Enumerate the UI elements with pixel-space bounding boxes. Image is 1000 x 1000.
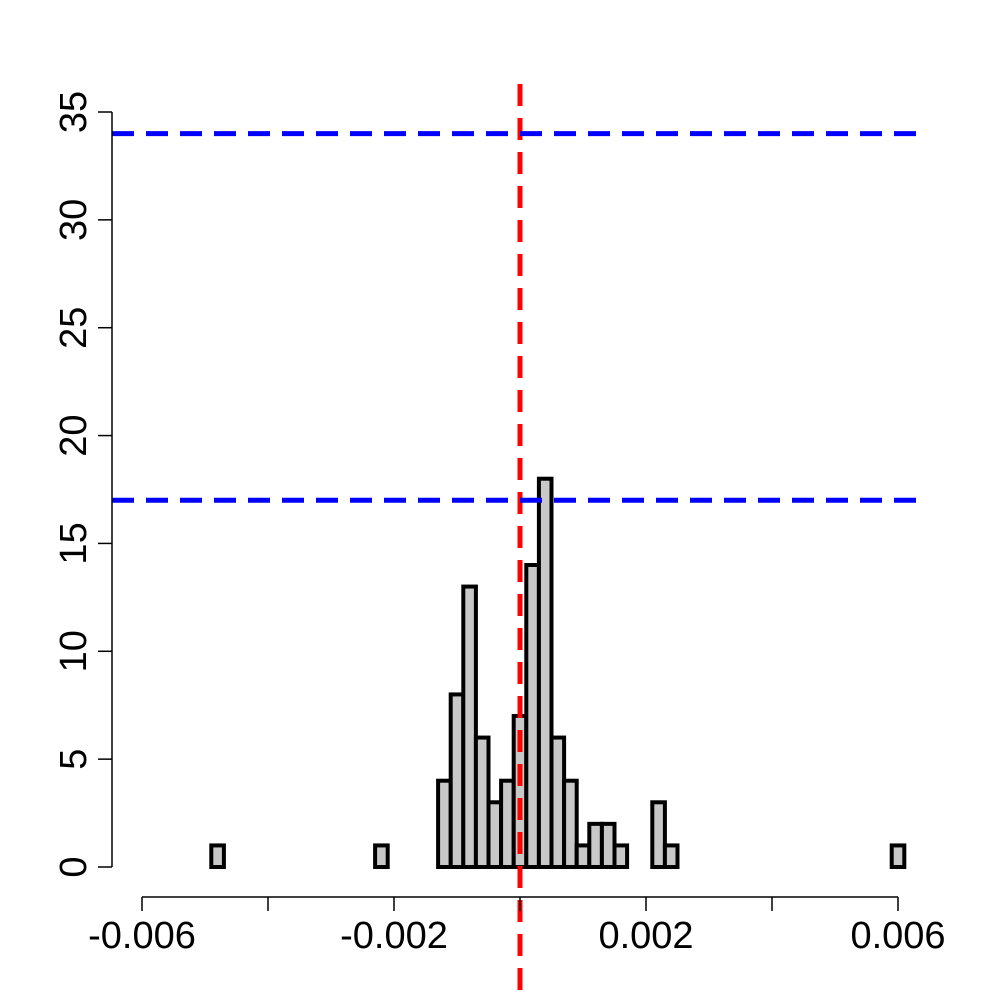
x-tick-label: 0.002 [598,915,693,957]
histogram-bar [461,584,478,869]
y-tick-label: 35 [53,91,95,133]
histogram-bar [562,778,579,870]
y-tick-label: 30 [53,199,95,241]
histogram-bars [209,476,907,870]
y-tick-label: 25 [53,307,95,349]
y-tick-label: 10 [53,630,95,672]
histogram-bar [209,843,226,870]
y-tick-label: 0 [53,856,95,877]
x-tick-label: 0.006 [850,915,945,957]
reference-lines [112,84,928,1000]
histogram-bar [650,800,667,869]
x-tick-label: -0.006 [88,915,196,957]
y-axis: 0 5 10 15 20 25 30 35 [53,91,113,878]
y-tick-label: 5 [53,749,95,770]
histogram-bar [536,476,554,869]
y-tick-label: 20 [53,414,95,456]
histogram-bar [662,843,680,870]
histogram-bar [373,843,390,870]
x-axis: -0.006 -0.002 0.002 0.006 [88,896,946,957]
histogram-bar [889,843,907,870]
x-tick-label: -0.002 [340,915,448,957]
histogram-bar [612,843,630,870]
y-tick-label: 15 [53,522,95,564]
